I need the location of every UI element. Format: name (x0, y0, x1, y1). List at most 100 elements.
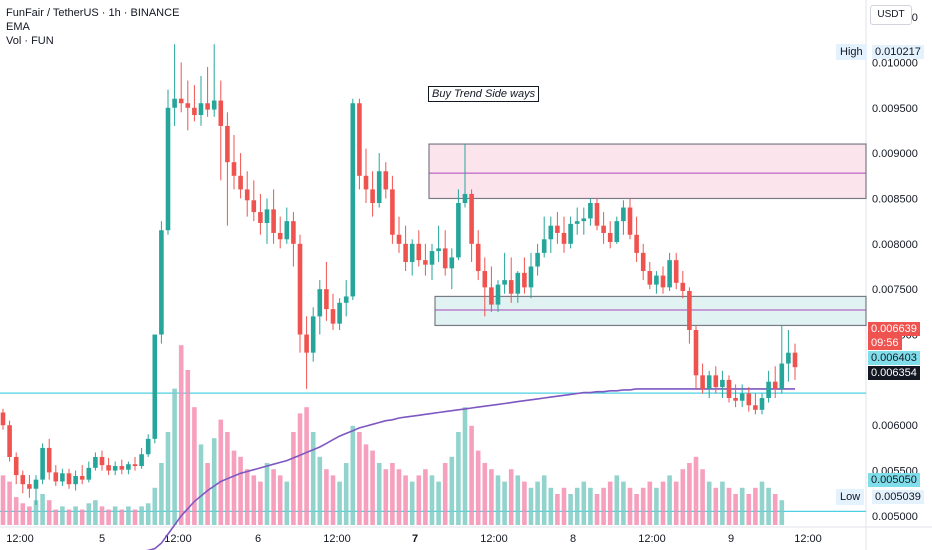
time-tick-4: 12:00 (323, 533, 351, 545)
candle-body-6 (40, 447, 45, 480)
candle-body-50 (330, 309, 336, 324)
time-tick-1: 5 (99, 533, 105, 545)
volume-bar-15 (99, 506, 105, 525)
candle-body-61 (403, 243, 408, 262)
volume-bar-46 (304, 407, 309, 525)
candle-body-85 (561, 232, 567, 244)
candle-body-34 (225, 125, 230, 163)
volume-bar-117 (772, 494, 778, 525)
volume-bar-90 (594, 494, 600, 525)
candle-body-42 (277, 232, 283, 240)
high-label-text: High (840, 46, 863, 58)
candle-body-59 (390, 189, 395, 235)
text-annotation[interactable]: Buy Trend Side ways (428, 86, 540, 102)
candle-body-68 (449, 257, 455, 269)
volume-bar-112 (739, 487, 745, 525)
volume-bar-104 (687, 463, 692, 525)
volume-bar-3 (20, 503, 26, 525)
volume-bar-35 (231, 450, 237, 525)
candle-body-13 (86, 467, 92, 480)
candle-body-31 (205, 103, 210, 110)
volume-bar-118 (779, 500, 785, 525)
high-label: High (836, 44, 867, 60)
time-tick-3: 6 (255, 533, 261, 545)
candle-body-66 (436, 248, 441, 252)
volume-bar-105 (693, 456, 699, 525)
volume-bar-72 (475, 450, 481, 525)
low-label: Low (836, 489, 865, 505)
candle-body-115 (759, 398, 765, 410)
volume-bar-2 (13, 497, 19, 525)
volume-bar-83 (548, 487, 554, 525)
ema-value-tag: 0.006403 (868, 351, 920, 365)
candle-body-5 (33, 479, 39, 489)
candle-body-95 (627, 207, 633, 235)
candle-body-0 (0, 412, 6, 426)
indicator-volume-label[interactable]: Vol · FUN (6, 35, 54, 47)
candle-body-108 (713, 375, 719, 388)
volume-bar-115 (759, 481, 765, 525)
candle-body-33 (218, 100, 224, 126)
volume-bar-98 (647, 481, 653, 525)
volume-bar-70 (462, 407, 468, 525)
volume-bar-37 (244, 469, 250, 525)
volume-bar-74 (489, 469, 494, 525)
volume-bar-68 (449, 456, 455, 525)
candle-body-78 (515, 272, 521, 294)
candle-body-43 (284, 221, 290, 240)
candle-body-32 (211, 100, 217, 110)
candle-body-98 (647, 271, 653, 285)
candle-body-9 (60, 473, 65, 482)
volume-bar-73 (482, 463, 488, 525)
volume-bar-93 (614, 475, 620, 525)
candle-body-21 (139, 454, 144, 467)
volume-bar-78 (515, 475, 521, 525)
candle-body-120 (792, 352, 798, 368)
candle-body-58 (383, 171, 389, 190)
candle-body-12 (79, 476, 85, 480)
volume-bar-4 (27, 506, 32, 525)
high-value: 0.010217 (872, 45, 924, 59)
candle-body-20 (132, 464, 138, 467)
candle-body-110 (726, 379, 732, 399)
volume-bar-99 (654, 487, 659, 525)
candle-body-52 (343, 296, 349, 303)
volume-bar-13 (86, 503, 92, 525)
symbol-title[interactable]: FunFair / TetherUS · 1h · BINANCE (6, 7, 180, 19)
indicator-ema-label[interactable]: EMA (6, 21, 30, 33)
volume-bar-0 (0, 475, 6, 525)
volume-bar-79 (522, 481, 527, 525)
candle-body-25 (165, 107, 171, 231)
volume-bar-19 (126, 506, 131, 525)
candle-body-17 (112, 466, 118, 471)
price-tick-6: 0.007500 (872, 284, 918, 296)
price-tick-4: 0.008500 (872, 193, 918, 205)
candle-body-112 (739, 393, 745, 401)
volume-bar-113 (746, 494, 752, 525)
candle-body-41 (271, 209, 276, 233)
candle-body-116 (766, 381, 771, 399)
currency-unit-button[interactable]: USDT (870, 5, 912, 25)
volume-bar-58 (383, 469, 389, 525)
candle-body-93 (614, 221, 620, 243)
volume-bar-31 (205, 463, 210, 525)
candle-body-104 (687, 290, 692, 330)
candle-body-88 (581, 218, 587, 222)
volume-bar-16 (106, 509, 111, 525)
volume-bar-96 (634, 494, 639, 525)
candle-body-107 (706, 375, 712, 389)
candle-body-27 (178, 98, 184, 104)
volume-bar-97 (640, 487, 646, 525)
time-tick-9: 9 (728, 533, 734, 545)
candle-body-46 (304, 334, 309, 353)
hline-value-tag: 0.006354 (868, 366, 920, 380)
candle-body-106 (700, 375, 705, 389)
volume-bar-29 (192, 407, 197, 525)
candle-body-103 (680, 282, 686, 291)
volume-bar-103 (680, 469, 686, 525)
candle-body-69 (456, 203, 461, 258)
candle-body-55 (363, 175, 369, 190)
candle-body-29 (192, 107, 197, 116)
